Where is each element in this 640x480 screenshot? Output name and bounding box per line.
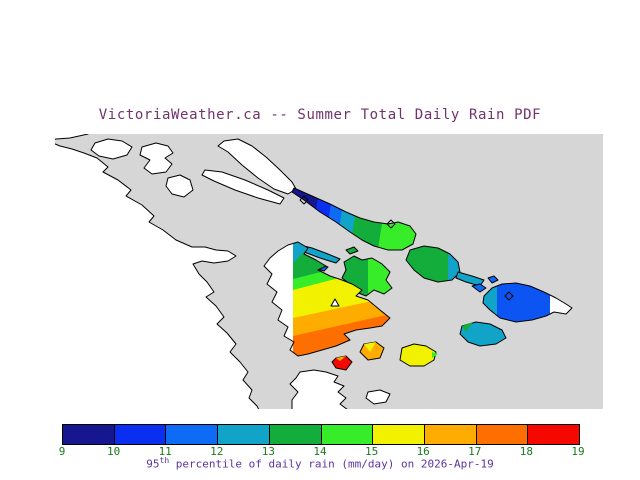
color-scale-cell-9: [63, 425, 114, 444]
bottom-land-large: [289, 369, 348, 409]
caption-superscript: th: [159, 456, 170, 465]
island-white-3: [165, 174, 194, 198]
color-scale-cell-11: [165, 425, 218, 444]
color-scale-caption: 95th percentile of daily rain (mm/day) o…: [0, 456, 640, 471]
color-scale-tick-12: 12: [210, 445, 224, 458]
color-scale-cell-12: [217, 425, 269, 444]
color-scale-cell-10: [113, 425, 166, 444]
color-scale-cell-14: [320, 425, 373, 444]
color-scale-tick-9: 9: [58, 445, 66, 458]
color-scale-cell-13: [268, 425, 321, 444]
island-yellow: [399, 343, 438, 367]
color-scale-cell-15: [372, 425, 424, 444]
color-scale-tick-15: 15: [364, 445, 379, 458]
color-scale-tick-10: 10: [106, 445, 121, 458]
islet-red: [331, 355, 353, 371]
vancouver-island-land: [55, 134, 260, 409]
color-scale-tick-11: 11: [158, 445, 172, 458]
station-marker-diamond-1: [299, 195, 309, 205]
middle-island: [405, 245, 499, 293]
color-scale-ticks: 9 10 11 12 13 14 15 16 17 18 19: [0, 445, 640, 458]
color-scale-tick-18: 18: [519, 445, 534, 458]
bottom-land-small: [365, 389, 391, 405]
color-scale-cell-18: [527, 425, 580, 444]
island-white-thin: [201, 169, 285, 205]
color-scale-cell-17: [475, 425, 528, 444]
caption-prefix: 95: [146, 457, 160, 471]
color-scale-tick-14: 14: [313, 445, 327, 458]
station-marker-triangle: [330, 298, 340, 307]
color-scale-tick-17: 17: [468, 445, 482, 458]
caption-rest: percentile of daily rain (mm/day) on 202…: [169, 457, 494, 471]
color-scale-tick-16: 16: [416, 445, 430, 458]
color-scale-tick-19: 19: [571, 445, 585, 458]
color-scale-cell-16: [423, 425, 476, 444]
station-marker-diamond-3: [504, 291, 514, 301]
island-white-1: [90, 138, 133, 160]
color-scale-bar: [62, 424, 580, 445]
islet-orange: [359, 341, 385, 361]
color-scale-tick-13: 13: [261, 445, 276, 458]
island-white-2: [139, 142, 174, 175]
teal-island-group: [459, 321, 507, 347]
plot-title: VictoriaWeather.ca -- Summer Total Daily…: [98, 107, 542, 123]
station-marker-diamond-2: [386, 219, 396, 229]
